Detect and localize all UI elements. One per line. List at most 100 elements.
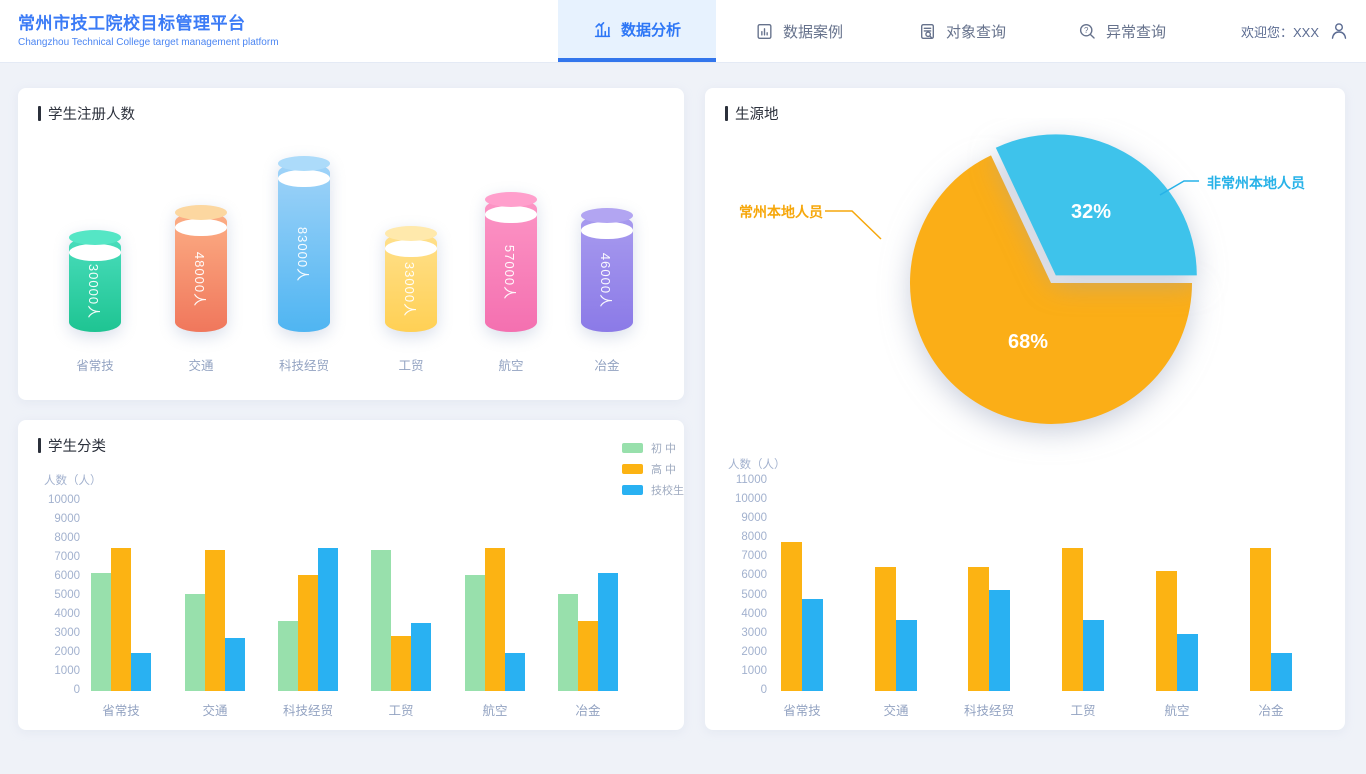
user-area[interactable]: 欢迎您：XXX [1241,0,1350,62]
bar[interactable] [298,575,318,691]
app-subtitle: Changzhou Technical College target manag… [18,37,279,48]
pie-label-local: 常州本地人员 [739,204,823,220]
tab-data-analysis[interactable]: 数据分析 [558,0,716,62]
y-axis-tick: 11000 [735,474,767,486]
category-bar-chart: 10000 9000 8000 7000 6000 5000 4000 3000 2000 100… [18,420,684,730]
cylinder-band [278,170,330,187]
bar[interactable] [91,573,111,691]
bar[interactable] [896,620,917,691]
user-icon [1331,23,1347,39]
y-axis-tick: 8000 [741,531,767,544]
pie-label-nonlocal: 非常州本地人员 [1207,175,1305,191]
cylinder-value: 30000人 [86,263,102,320]
cylinder-bar[interactable]: 83000人 [278,156,330,332]
bar[interactable] [578,621,598,691]
tab-data-cases[interactable]: 数据案例 [716,0,882,62]
cylinder-bar[interactable]: 30000人 [69,230,121,332]
origin-pie-chart[interactable] [705,118,1345,488]
cylinder-band [581,222,633,239]
bar[interactable] [485,548,505,691]
cylinder-bar[interactable]: 46000人 [581,208,633,332]
y-axis-tick: 4000 [741,607,767,620]
tab-label: 异常查询 [1105,23,1166,41]
app-title: 常州市技工院校目标管理平台 [18,14,246,33]
title-accent-bar [38,438,41,453]
svg-text:?: ? [1084,25,1089,34]
bar[interactable] [781,542,802,691]
bar[interactable] [1271,653,1292,691]
panel-title-registration: 学生注册人数 [38,103,135,124]
cylinder-bar[interactable]: 57000人 [485,192,537,332]
bar[interactable] [131,653,151,691]
x-axis-label: 科技经贸 [963,704,1014,718]
case-icon [757,23,772,39]
y-axis-tick: 10000 [48,494,80,506]
tab-label: 数据案例 [782,23,843,41]
cylinder-bar[interactable]: 48000人 [175,205,227,332]
cylinder-category-label: 省常技 [76,359,114,373]
x-axis-label: 冶金 [575,704,601,718]
legend-item[interactable]: 技校生 [622,482,684,498]
cylinder-value: 83000人 [295,226,311,283]
analysis-icon [594,21,611,37]
object-query-icon [920,23,934,39]
y-axis-tick: 2000 [54,646,80,658]
x-axis-label: 冶金 [1258,704,1284,718]
bar[interactable] [225,638,245,691]
bar[interactable] [1250,548,1271,691]
y-axis-tick: 8000 [54,532,80,544]
cylinder-band [69,244,121,261]
bar[interactable] [1177,634,1198,691]
cylinder-bar[interactable]: 33000人 [385,226,437,332]
cylinder-value: 48000人 [192,251,208,307]
bar[interactable] [802,599,823,691]
bar[interactable] [185,594,205,691]
y-axis-tick: 7000 [741,550,767,563]
x-axis-label: 工贸 [388,704,414,718]
legend-item[interactable]: 高 中 [622,461,684,477]
tab-label: 数据分析 [620,21,681,39]
legend-item[interactable]: 初 中 [622,440,684,456]
tab-anomaly-query[interactable]: ? 异常查询 [1042,0,1202,62]
bar[interactable] [391,636,411,691]
cylinder-cap [485,192,537,207]
bar[interactable] [989,590,1010,691]
y-axis-tick: 1000 [54,665,80,677]
y-axis-tick: 0 [73,684,80,696]
bar[interactable] [278,621,298,691]
bar[interactable] [875,567,896,691]
y-axis-tick: 7000 [54,551,80,563]
bar[interactable] [968,567,989,691]
cylinder-category-label: 科技经贸 [278,359,329,373]
tab-object-query[interactable]: 对象查询 [882,0,1042,62]
x-axis-label: 交通 [202,704,228,718]
bar[interactable] [558,594,578,691]
bar[interactable] [1083,620,1104,691]
y-axis-tick: 5000 [741,588,767,601]
pie-slice-local[interactable] [910,155,1192,424]
header: 常州市技工院校目标管理平台 Changzhou Technical Colleg… [0,0,1366,63]
leader-line-nonlocal [1159,180,1199,196]
pie-slice-nonlocal[interactable] [995,134,1197,276]
cylinder-cap [278,156,330,171]
panel-student-registration: 学生注册人数 30000人 省常技 48000人 交通 83000人 科技经贸 33000人… [18,88,684,400]
panel-origin: 生源地 常州本地人员 非常州本地人员 32% 68% 人数（人） 11000 10… [705,88,1345,730]
y-axis-tick: 0 [760,684,767,696]
bar[interactable] [411,623,431,691]
bar[interactable] [1156,571,1177,691]
cylinder-category-label: 工贸 [398,359,424,373]
bar[interactable] [465,575,485,691]
bar[interactable] [598,573,618,691]
anomaly-query-icon: ? [1079,23,1095,39]
bar[interactable] [1062,548,1083,691]
bar[interactable] [111,548,131,691]
cylinder-band [175,219,227,236]
legend-swatch [622,485,643,495]
bar[interactable] [205,550,225,691]
bar[interactable] [318,548,338,691]
bar[interactable] [505,653,525,691]
bar[interactable] [371,550,391,691]
cylinder-band [385,240,437,257]
brand: 常州市技工院校目标管理平台 Changzhou Technical Colleg… [18,9,279,48]
cylinder-band [485,206,537,223]
